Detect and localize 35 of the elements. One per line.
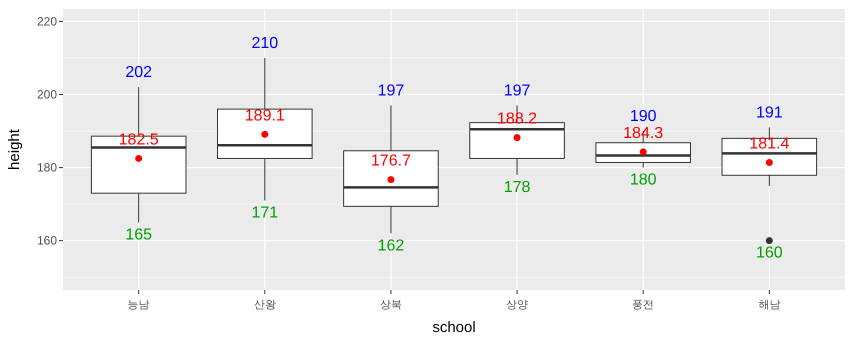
annotation: 160 <box>756 244 783 262</box>
data-label: 181.4 <box>749 135 790 152</box>
data-label: 189.1 <box>244 107 285 124</box>
annotation: 180 <box>630 172 657 189</box>
point <box>261 130 268 138</box>
point <box>766 158 773 166</box>
data-label: 184.3 <box>623 124 664 142</box>
annotation: 178 <box>504 178 531 196</box>
point <box>514 134 521 142</box>
annotation: 202 <box>125 64 152 82</box>
y-tick-label: 180 <box>36 160 58 175</box>
annotation: 162 <box>378 237 404 254</box>
point <box>387 176 394 184</box>
y-tick-label: 200 <box>36 88 58 102</box>
y-tick-label: 220 <box>36 14 58 28</box>
annotation: 197 <box>378 82 404 100</box>
point <box>640 148 647 156</box>
annotation: 191 <box>756 104 783 122</box>
x-tick-label: 풍전 <box>632 299 654 311</box>
x-tick-label: 산왕 <box>254 299 276 311</box>
data-label: 182.5 <box>118 131 159 148</box>
x-tick-label: 능남 <box>128 299 150 311</box>
x-tick-label: 상북 <box>380 299 402 311</box>
y-axis-title: height <box>6 128 23 170</box>
x-axis-title: school <box>432 319 476 336</box>
annotation: 210 <box>251 34 278 52</box>
annotation: 165 <box>125 226 152 244</box>
annotation: 197 <box>504 82 531 100</box>
point <box>135 154 142 162</box>
x-tick-label: 해남 <box>758 299 780 311</box>
annotation: 171 <box>251 204 278 222</box>
data-label: 176.7 <box>370 152 412 170</box>
x-tick-label: 상양 <box>506 299 528 311</box>
y-tick-label: 160 <box>36 234 58 248</box>
annotation: 190 <box>630 108 657 126</box>
